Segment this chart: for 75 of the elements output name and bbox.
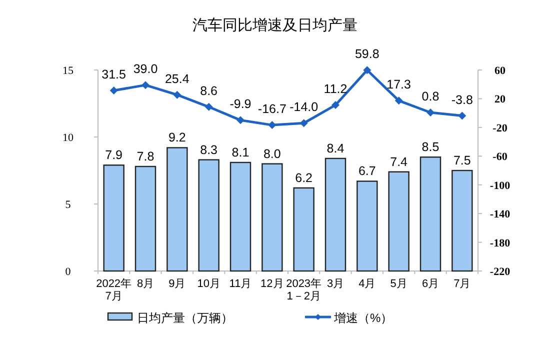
data-label: -14.0 — [290, 100, 318, 114]
y2-tick-label: -140 — [490, 208, 511, 221]
bar — [262, 163, 283, 272]
data-label: 7.8 — [136, 149, 154, 164]
bar — [198, 159, 220, 272]
data-label: -3.8 — [451, 92, 473, 107]
x-tick-label: 2022年 7月 — [96, 278, 132, 303]
point — [394, 96, 403, 105]
bar — [166, 147, 188, 272]
data-label: 8.6 — [200, 84, 218, 98]
x-tick-label: 6月 — [422, 278, 440, 290]
y-tick-label: 0 — [65, 266, 72, 278]
point — [142, 81, 150, 90]
y2-tick-label: 60 — [494, 65, 506, 77]
data-label: 6.7 — [358, 164, 376, 178]
data-label: 11.2 — [324, 82, 348, 96]
x-tick-label: 8月 — [136, 278, 154, 290]
data-label: -16.7 — [258, 102, 286, 116]
data-label: -9.9 — [230, 97, 252, 112]
point — [426, 108, 434, 116]
data-label: 7.9 — [105, 148, 123, 162]
y2-tick-label: -220 — [490, 266, 511, 278]
data-label: 8.3 — [200, 142, 218, 157]
data-label: 6.2 — [295, 170, 313, 185]
point — [458, 112, 466, 120]
point — [300, 119, 308, 128]
y2-tick-label: -20 — [492, 122, 508, 134]
y2-tick-label: 20 — [494, 94, 506, 106]
x-tick-label: 2023年 1－2月 — [286, 278, 322, 303]
data-label: 8.0 — [263, 146, 281, 161]
data-label: 7.4 — [390, 154, 408, 169]
x-tick-label: 12月 — [260, 278, 284, 290]
point — [173, 90, 182, 99]
bar — [230, 162, 252, 272]
bar — [324, 158, 346, 272]
y-tick-label: 5 — [65, 199, 72, 211]
data-label: 0.8 — [422, 89, 440, 104]
data-label: 39.0 — [133, 62, 158, 76]
data-label: 25.4 — [164, 72, 190, 86]
point — [204, 102, 213, 111]
legend-label: 增速（%） — [333, 311, 393, 325]
data-label: 8.1 — [232, 145, 250, 160]
x-tick-label: 5月 — [390, 278, 408, 290]
x-tick-label: 3月 — [326, 278, 344, 290]
data-label: 7.5 — [453, 154, 471, 168]
data-label: 8.5 — [422, 140, 440, 154]
y2-tick-label: -60 — [492, 151, 508, 164]
y-tick-label: 15 — [62, 65, 74, 77]
point — [332, 101, 340, 110]
data-label: 59.8 — [354, 47, 380, 62]
bar — [134, 166, 156, 272]
data-label: 8.4 — [326, 141, 344, 156]
bar — [356, 180, 378, 272]
legend-label: 日均产量（万辆） — [137, 311, 233, 325]
data-label: 31.5 — [102, 67, 126, 82]
point — [363, 66, 372, 74]
x-tick-label: 7月 — [454, 278, 471, 290]
y2-tick-label: -100 — [490, 180, 511, 192]
x-tick-label: 10月 — [197, 278, 220, 290]
bar — [452, 170, 473, 272]
bar — [103, 164, 124, 272]
point — [110, 86, 118, 94]
chart-title: 汽车同比增速及日均产量 — [192, 17, 358, 34]
y2-tick-label: -180 — [490, 237, 511, 250]
data-label: 17.3 — [386, 78, 412, 92]
point — [268, 121, 276, 130]
x-tick-label: 11月 — [229, 278, 252, 290]
bar — [293, 187, 314, 272]
data-label: 9.2 — [168, 130, 186, 145]
x-tick-label: 4月 — [358, 278, 376, 290]
bar — [420, 156, 442, 272]
x-tick-label: 9月 — [168, 278, 186, 290]
y-tick-label: 10 — [62, 132, 74, 144]
point — [236, 116, 244, 124]
bar — [388, 171, 410, 272]
